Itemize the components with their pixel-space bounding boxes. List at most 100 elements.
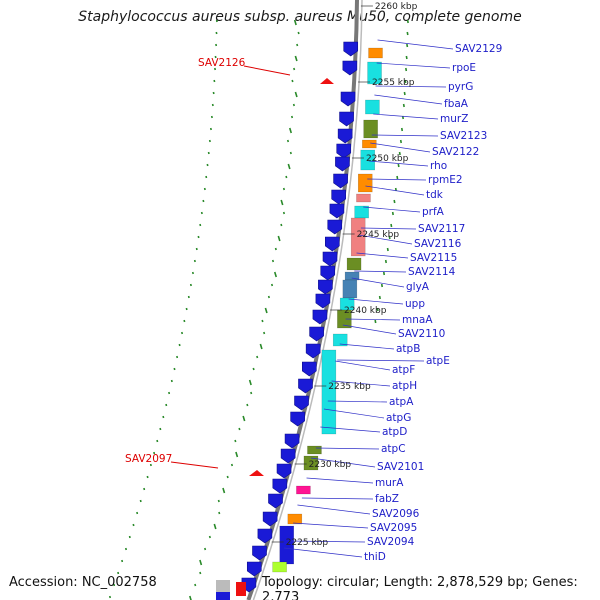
leader-line <box>376 62 451 69</box>
gc-mark <box>259 343 263 350</box>
map-title: Staphylococcus aureus subsp. aureus Mu50… <box>78 9 522 25</box>
cds-arrow <box>336 143 352 159</box>
cog-block <box>342 279 358 299</box>
cds-arrow <box>339 111 354 127</box>
cds-arrow <box>301 361 317 377</box>
gc-mark <box>293 67 296 71</box>
gc-mark <box>406 31 409 36</box>
gc-mark <box>294 91 298 98</box>
gc-mark <box>189 595 192 600</box>
leader-line <box>363 206 421 213</box>
gc-mark <box>287 163 291 170</box>
backbone-inner <box>252 0 363 600</box>
cds-arrow <box>315 293 331 309</box>
cog-block <box>321 349 337 435</box>
cds-arrow <box>331 189 346 205</box>
cog-block <box>272 561 287 573</box>
cog-block <box>350 217 366 257</box>
cds-arrow <box>329 203 345 219</box>
gc-mark <box>374 319 377 324</box>
gc-mark <box>285 175 288 179</box>
gc-mark <box>264 307 268 314</box>
gc-mark <box>234 439 237 443</box>
gene-labels: SAV2129 rpoE pyrG fbaA murZ SAV2123 SAV2122 rho… <box>125 43 502 563</box>
cds-arrow <box>318 279 333 295</box>
gc-mark <box>402 103 405 108</box>
cds-arrow <box>280 448 296 464</box>
gray-feature <box>216 580 230 592</box>
gc-mark <box>289 151 292 155</box>
gc-mark <box>380 283 384 288</box>
gc-mark <box>282 211 286 215</box>
gene-label: rho <box>430 160 447 172</box>
scale-labels: 2260 kbp 2255 kbp 2250 kbp 2245 kbp 2240 kbp… <box>271 2 418 548</box>
gene-label: SAV2096 <box>372 508 420 520</box>
gc-mark <box>199 571 202 575</box>
cog-block <box>287 513 303 525</box>
cds-arrow <box>327 219 343 235</box>
gc-mark <box>250 391 253 395</box>
gc-mark <box>226 475 229 479</box>
cds-arrow <box>322 251 338 267</box>
gene-label: atpD <box>382 426 407 438</box>
gc-mark <box>286 139 290 143</box>
gc-mark <box>238 427 241 431</box>
leader-line <box>323 408 385 419</box>
gc-mark <box>388 235 391 240</box>
gc-mark <box>403 91 406 96</box>
leader-line <box>310 457 376 468</box>
gc-content-track <box>109 19 409 600</box>
cog-block <box>357 173 373 193</box>
cds-arrow <box>262 511 278 527</box>
gc-mark <box>292 103 295 107</box>
accession-label: Accession: NC_002758 <box>9 575 157 590</box>
gene-label: atpA <box>389 396 414 408</box>
cds-arrow <box>272 478 288 494</box>
gc-mark <box>399 139 402 144</box>
scale-label: 2250 kbp <box>366 154 409 164</box>
cds-arrow <box>343 41 359 57</box>
gc-mark <box>230 463 234 467</box>
leader-line <box>331 380 391 387</box>
cog-block <box>303 455 319 471</box>
gc-mark <box>263 331 266 335</box>
leader-line <box>348 298 404 305</box>
gene-label: mnaA <box>402 314 433 326</box>
cds-arrow <box>290 411 305 427</box>
scale-label: 2260 kbp <box>375 2 418 12</box>
leader-line <box>354 270 407 273</box>
genome-summary: Topology: circular; Length: 2,878,529 bp… <box>262 575 578 600</box>
gene-label: atpG <box>386 412 411 424</box>
cds-arrow <box>309 326 324 342</box>
gene-label: SAV2095 <box>370 522 417 534</box>
leader-line <box>288 540 366 543</box>
leader-line <box>297 504 371 515</box>
cds-arrow <box>252 545 267 561</box>
scale-label: 2230 kbp <box>309 460 352 470</box>
gc-mark <box>194 583 197 587</box>
leader-line <box>335 360 391 371</box>
gc-mark <box>397 163 400 168</box>
gc-mark <box>242 415 246 422</box>
red-feature <box>249 470 264 476</box>
gc-mark <box>297 31 300 35</box>
scale-label: 2235 kbp <box>328 382 371 392</box>
leader-line <box>368 160 429 167</box>
gc-mark <box>261 319 264 323</box>
cds-arrow <box>342 60 358 76</box>
rna-track <box>272 47 383 573</box>
leader-line <box>320 426 381 433</box>
gc-mark <box>296 43 299 47</box>
leader-line <box>373 113 439 120</box>
gc-mark <box>382 271 386 276</box>
gc-mark <box>282 187 286 191</box>
gc-mark <box>390 223 393 228</box>
gene-label: SAV2115 <box>410 252 457 264</box>
scale-label: 2255 kbp <box>372 78 415 88</box>
leader-line <box>370 142 431 153</box>
minus-strand-features <box>216 78 334 600</box>
gc-mark <box>396 175 399 180</box>
cog-block <box>367 61 382 85</box>
gc-mark <box>204 547 207 551</box>
